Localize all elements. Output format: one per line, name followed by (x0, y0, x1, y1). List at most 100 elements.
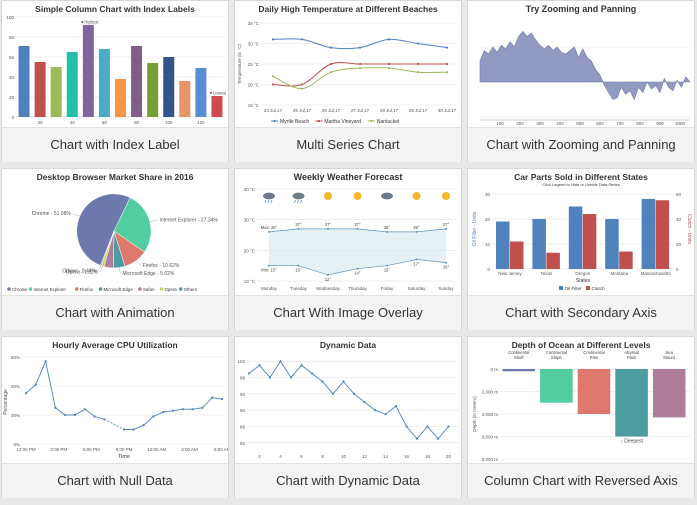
x-tick-label: Montana (610, 271, 628, 276)
x-tick-label: 16 (404, 454, 410, 459)
chart-card-index-label[interactable]: Simple Column Chart with Index Labels 0 20… (1, 0, 229, 162)
min-point (386, 264, 388, 267)
chart-card-reversed-axis[interactable]: Depth of Ocean at Different Levels 0 m 2,0… (467, 336, 695, 498)
data-point (54, 406, 57, 409)
y-tick-label: 4,000 m (482, 412, 499, 417)
card-caption[interactable]: Chart with Secondary Axis (468, 295, 694, 330)
x-tick-label: 12:00 PM (16, 447, 36, 452)
data-point (358, 46, 362, 49)
thumbnail-index-label: Simple Column Chart with Index Labels 0 20… (6, 4, 227, 125)
index-label-marker (209, 91, 213, 95)
x-axis-title: States (576, 278, 591, 284)
y-tick-label: 60% (11, 355, 20, 360)
max-label: Max: 26° (261, 225, 278, 230)
data-point (300, 83, 304, 86)
chart-card-image-overlay[interactable]: Weekly Weather Forecast 10 °C 20 °C 30 °C 40… (234, 168, 462, 330)
bar-oil-filter (641, 199, 656, 269)
category-label: Abyssal (624, 350, 639, 355)
chart-title: Simple Column Chart with Index Labels (35, 4, 195, 14)
data-point (103, 418, 106, 421)
bar (179, 81, 191, 117)
bar (115, 79, 126, 117)
min-point (268, 264, 270, 267)
bar (211, 96, 223, 117)
legend-marker (178, 287, 183, 291)
x-tick-label: 60 (102, 120, 108, 125)
max-point (356, 227, 359, 230)
thumbnail-multi-series: Daily High Temperature at Different Beac… (237, 4, 457, 125)
chart-card-dynamic-data[interactable]: Dynamic Data 82 86 90 94 98 102 2 4 6 8 10 12 14 16 18 2… (234, 336, 462, 498)
data-point (271, 38, 275, 41)
chart-card-secondary-axis[interactable]: Car Parts Sold in Different States Click … (467, 168, 695, 330)
legend-marker (138, 287, 142, 291)
card-caption[interactable]: Multi Series Chart (235, 127, 461, 162)
min-label: 12° (325, 277, 332, 282)
min-label: 17° (413, 262, 420, 267)
bar (163, 57, 175, 117)
chart-title: Depth of Ocean at Different Levels (512, 340, 651, 350)
card-caption[interactable]: Chart With Image Overlay (235, 295, 461, 330)
chart-card-animation[interactable]: Desktop Browser Market Share in 2016 Chro… (1, 168, 229, 330)
min-point (297, 264, 300, 267)
cloud-icon (381, 192, 393, 200)
series-line (272, 62, 447, 87)
x-tick-label: 10 (341, 454, 347, 459)
chart-card-multi-series[interactable]: Daily High Temperature at Different Beac… (234, 0, 462, 162)
y-tick-label: 90 (240, 408, 246, 413)
card-caption[interactable]: Chart with Dynamic Data (235, 463, 461, 498)
chart-title: Dynamic Data (320, 340, 376, 350)
legend-marker (74, 287, 79, 291)
max-point (297, 227, 300, 230)
card-caption[interactable]: Chart with Index Label (2, 127, 228, 162)
bar-oil-filter (496, 221, 510, 269)
data-point (24, 392, 28, 395)
x-tick-label: 12:00 AM (147, 447, 166, 452)
min-point (415, 258, 418, 261)
y-tick-label: 94 (240, 392, 246, 397)
pie-slice (113, 197, 152, 253)
x-tick-label: 700 (616, 121, 624, 126)
y-tick-label: 0 (11, 115, 14, 120)
chart-card-zooming-panning[interactable]: Try Zooming and Panning 100 200 300 400 500 60… (467, 0, 695, 162)
index-label: ↓ Deepest (620, 439, 643, 445)
bar-clutch (510, 241, 524, 269)
x-tick-label: 6 (300, 454, 303, 459)
y-tick-label: 10 (485, 242, 491, 247)
x-tick-label: Massachusetts (641, 271, 672, 276)
card-caption[interactable]: Column Chart with Reversed Axis (468, 463, 694, 498)
y-tick-label: 20 °C (248, 83, 260, 88)
thumbnail-dynamic-data: Dynamic Data 82 86 90 94 98 102 2 4 6 8 10 12 14 16 18 2… (237, 340, 459, 459)
x-tick-label: New Jersey (498, 271, 522, 276)
y-tick-label: 20 (485, 217, 491, 222)
max-point (415, 230, 418, 233)
thumbnail-reversed-axis: Depth of Ocean at Different Levels 0 m 2,0… (472, 340, 690, 462)
chart-card-null-data[interactable]: Hourly Average CPU Utilization 0% 20% 40% 60… (1, 336, 229, 498)
data-point (363, 400, 366, 404)
x-tick-label: 30 Jul,17 (438, 108, 457, 113)
index-label-marker (81, 20, 84, 24)
data-point (220, 397, 224, 401)
data-point (415, 437, 419, 440)
card-caption[interactable]: Chart with Null Data (2, 463, 228, 498)
data-point (416, 42, 420, 45)
data-point (405, 425, 408, 428)
bar (66, 52, 78, 117)
x-tick-label: 3:00 PM (50, 447, 67, 452)
data-point (373, 409, 377, 412)
card-caption[interactable]: Chart with Animation (2, 295, 228, 330)
data-point (445, 62, 449, 66)
max-label: 27° (354, 222, 361, 227)
x-tick-label: Friday (381, 286, 394, 291)
legend-marker-dot (370, 119, 373, 123)
min-label: 15° (384, 268, 391, 273)
y-tick-label: 20 (676, 242, 682, 247)
card-caption[interactable]: Chart with Zooming and Panning (468, 127, 694, 162)
rain-cloud-icon (292, 192, 305, 200)
data-point (300, 87, 304, 90)
data-point (279, 360, 282, 363)
max-point (327, 227, 329, 230)
x-tick-label: 100 (165, 120, 173, 125)
series-line (25, 359, 105, 420)
y-tick-label: 30 °C (248, 42, 260, 47)
